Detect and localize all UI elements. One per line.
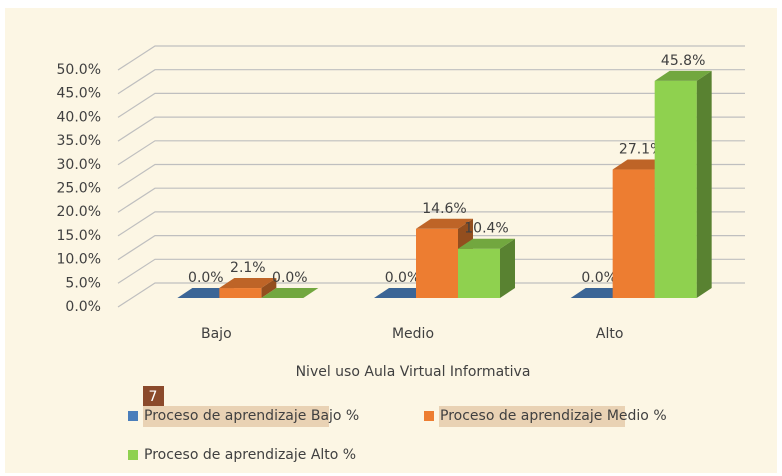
legend-label: Proceso de aprendizaje Bajo % (144, 408, 359, 424)
legend-label: Proceso de aprendizaje Alto % (144, 447, 356, 463)
y-tick-label: 20.0% (57, 204, 101, 220)
data-label: 45.8% (661, 53, 705, 69)
bar-top (458, 238, 515, 249)
y-tick-label: 50.0% (57, 62, 101, 78)
y-tick-label: 10.0% (57, 252, 101, 268)
grid-line (117, 187, 745, 213)
y-tick-label: 40.0% (57, 109, 101, 125)
bar-top (219, 278, 277, 289)
bar-side (261, 278, 277, 298)
y-tick-label: 5.0% (65, 275, 101, 291)
x-tick-label: Alto (596, 326, 624, 342)
grid-line (117, 92, 745, 118)
data-label: 27.1% (619, 142, 663, 158)
bar (458, 248, 500, 298)
bar-top (416, 218, 473, 229)
data-label: 2.1% (230, 260, 266, 276)
badge (143, 386, 164, 407)
x-tick-label: Medio (392, 326, 434, 342)
y-tick-label: 30.0% (57, 157, 101, 173)
x-tick-label: Bajo (201, 326, 232, 342)
bar (654, 80, 697, 299)
legend-swatch (424, 411, 434, 421)
grid-line (117, 140, 745, 166)
bar-side (500, 238, 515, 298)
data-label: 14.6% (422, 201, 466, 217)
bar (612, 169, 655, 298)
legend-label: Proceso de aprendizaje Medio % (440, 408, 667, 424)
data-label: 10.4% (464, 221, 508, 237)
bar-top (654, 70, 712, 81)
grid-line (117, 116, 745, 142)
grid-line (117, 45, 745, 71)
legend-highlight (143, 406, 329, 427)
y-tick-label: 45.0% (57, 86, 101, 102)
y-tick-label: 35.0% (57, 133, 101, 149)
bar-side (696, 70, 712, 299)
grid-line (117, 163, 745, 190)
badge-text: 7 (149, 389, 158, 405)
legend-highlight (439, 406, 625, 427)
data-label: 0.0% (188, 270, 224, 286)
y-tick-label: 25.0% (57, 181, 101, 197)
legend-swatch (128, 450, 138, 460)
grid-line (117, 282, 745, 308)
grid-line (117, 69, 745, 95)
y-tick-label: 0.0% (65, 299, 101, 315)
data-label: 0.0% (272, 270, 308, 286)
y-tick-label: 15.0% (57, 228, 101, 244)
data-label: 0.0% (581, 270, 617, 286)
grid-line (117, 258, 745, 284)
grid-line (117, 235, 745, 261)
legend-swatch (128, 411, 138, 421)
data-label: 0.0% (385, 270, 421, 286)
bar (416, 228, 458, 298)
bar (219, 288, 262, 298)
bar-top (261, 288, 319, 298)
x-axis-label: Nivel uso Aula Virtual Informativa (296, 364, 531, 380)
grid-line (117, 211, 745, 237)
